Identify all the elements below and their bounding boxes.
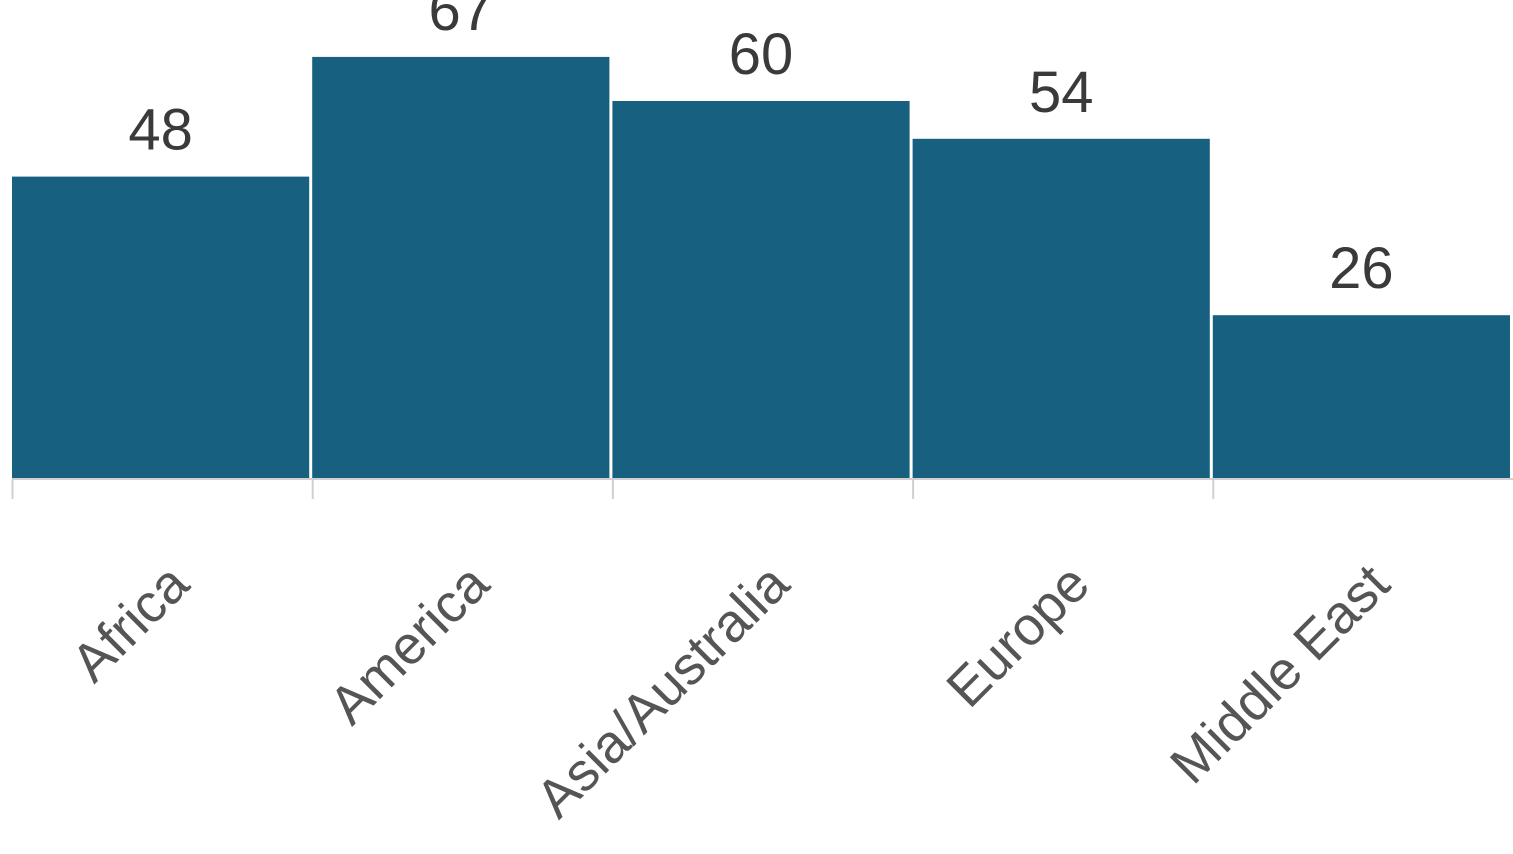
x-ticks-group <box>11 479 1215 499</box>
bar-asia-australia <box>612 101 910 479</box>
bar-europe <box>912 138 1210 480</box>
bar-africa <box>12 176 310 479</box>
bar-middle-east <box>1212 315 1510 479</box>
value-labels-group: 48 67 60 54 26 <box>128 0 1393 301</box>
category-label-europe: Europe <box>935 553 1101 719</box>
value-label-africa: 48 <box>128 98 193 163</box>
value-label-middle-east: 26 <box>1329 236 1394 301</box>
category-label-middle-east: Middle East <box>1159 553 1401 795</box>
bars-group <box>12 56 1510 480</box>
category-label-asia-australia: Asia/Australia <box>525 553 802 830</box>
category-label-africa: Africa <box>60 553 201 694</box>
value-label-europe: 54 <box>1029 60 1094 125</box>
value-label-america: 67 <box>429 0 494 43</box>
category-labels-group: Africa America Asia/Australia Europe Middle … <box>60 553 1401 830</box>
category-label-america: America <box>318 553 501 736</box>
value-label-asia-australia: 60 <box>729 22 794 87</box>
bar-america <box>312 56 610 480</box>
